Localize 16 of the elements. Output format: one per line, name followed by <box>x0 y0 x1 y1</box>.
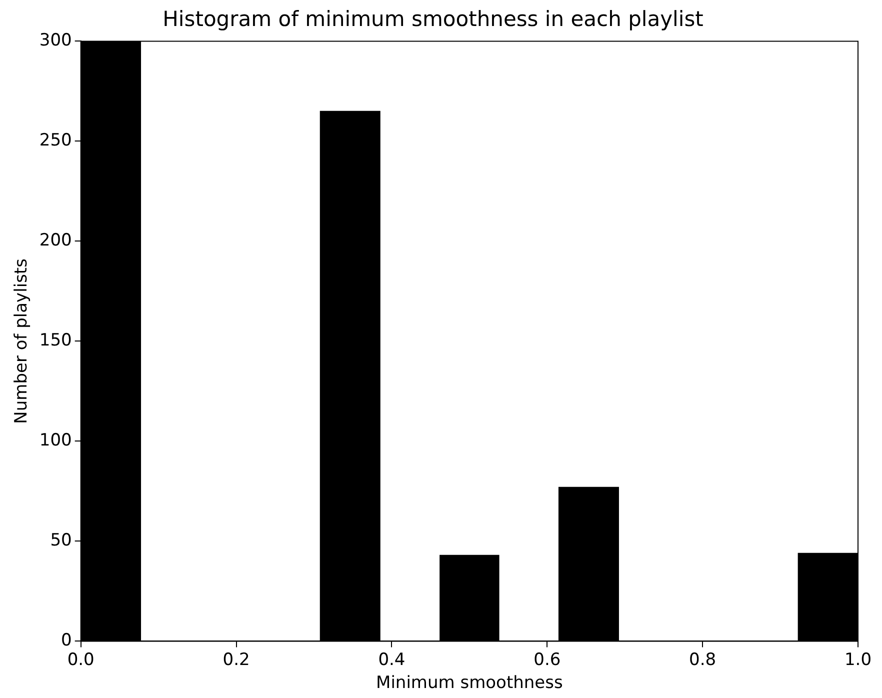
y-tick-label: 150 <box>39 330 72 351</box>
y-tick-label: 200 <box>39 230 72 251</box>
y-tick-label: 250 <box>39 130 72 151</box>
x-tick-label: 0.2 <box>222 650 250 670</box>
x-tick-label: 0.0 <box>67 650 94 670</box>
x-tick-label: 0.8 <box>689 650 716 670</box>
x-tick-label: 0.4 <box>378 650 406 670</box>
y-tick-label: 100 <box>39 430 72 451</box>
chart-title: Histogram of minimum smoothness in each playlist <box>162 7 704 32</box>
x-tick-label: 0.6 <box>534 650 561 670</box>
y-tick-label: 50 <box>50 530 72 551</box>
x-axis-title: Minimum smoothness <box>376 673 563 694</box>
y-tick-label: 300 <box>39 30 72 51</box>
y-axis-title: Number of playlists <box>12 258 32 424</box>
y-tick-label: 0 <box>61 630 72 651</box>
x-tick-label: 1.0 <box>844 650 872 670</box>
